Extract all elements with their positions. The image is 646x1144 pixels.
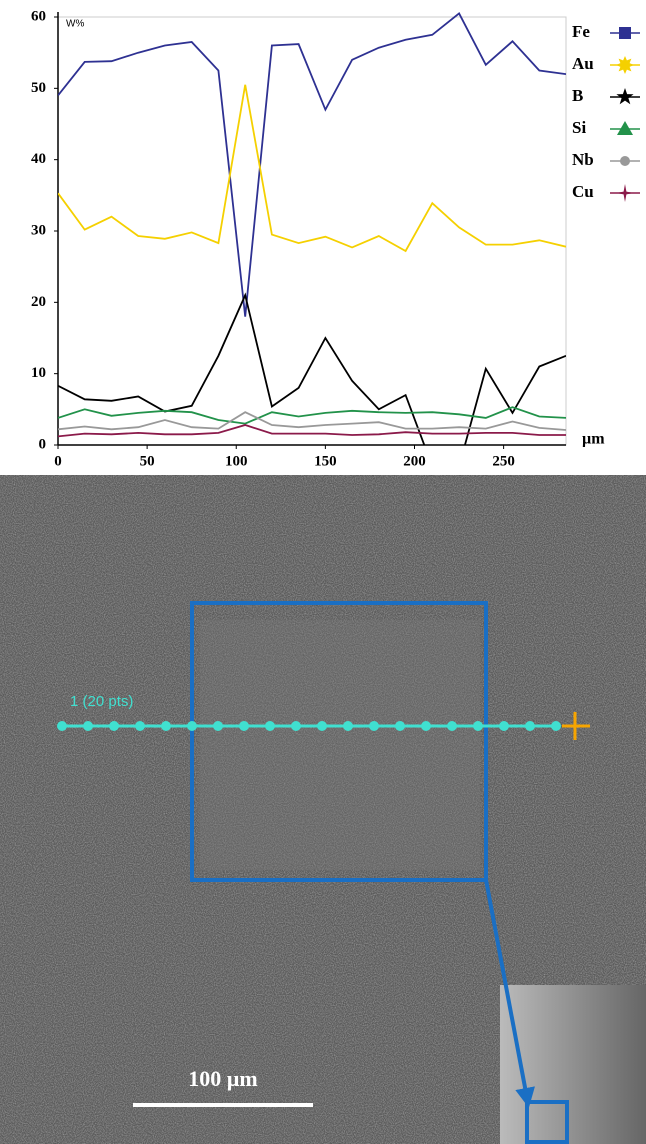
x-tick-label: 200 [403,453,426,469]
legend-label: Fe [572,22,590,41]
zoom-box [190,601,488,882]
y-tick-label: 20 [31,294,46,310]
legend-label: B [572,86,583,105]
scan-point [239,721,249,731]
sem-region [200,620,480,870]
y-axis-label: W% [66,19,84,30]
x-tick-label: 150 [314,453,337,469]
y-tick-label: 60 [31,8,46,24]
legend-symbol [616,88,634,105]
scan-point [421,721,431,731]
zoom-arrow [484,879,535,1108]
y-tick-label: 40 [31,151,46,167]
scan-point [265,721,275,731]
series-line [58,406,566,425]
legend-symbol [617,121,633,135]
scan-point [135,721,145,731]
x-tick-label: 0 [54,453,62,469]
scan-point [343,721,353,731]
chart: 0 10 20 30 40 50 60 0 50 100 150 200 250 Fe Au B Si Nb Cu [31,8,640,469]
scan-point [109,721,119,731]
scan-point [317,721,327,731]
legend-label: Nb [572,150,594,169]
inset-image [500,985,646,1144]
x-axis-label: µm [582,431,605,448]
scan-point [213,721,223,731]
scan-line [57,712,590,740]
scan-point [57,721,67,731]
scan-point [395,721,405,731]
y-tick-label: 10 [31,365,46,381]
scan-point [369,721,379,731]
series-line [58,84,566,253]
scan-point [551,721,561,731]
scan-point [473,721,483,731]
legend-symbol [619,27,631,39]
scan-point [525,721,535,731]
y-tick-label: 30 [31,222,46,238]
y-tick-label: 50 [31,80,46,96]
plot-frame [57,16,567,446]
legend-label: Cu [572,182,594,201]
micrograph: 1 (20 pts) 100 µm [0,475,646,1144]
scan-point [447,721,457,731]
scan-point [161,721,171,731]
scan-point [499,721,509,731]
series-line [58,411,566,431]
legend-label: Au [572,54,594,73]
scan-point [83,721,93,731]
series-line [58,424,566,438]
scan-point [187,721,197,731]
plot-lines [58,12,566,445]
scan-point [291,721,301,731]
x-tick-label: 250 [492,453,515,469]
legend-label: Si [572,118,586,137]
x-tick-label: 50 [140,453,155,469]
inset-box [525,1100,569,1144]
legend-symbol [616,56,634,74]
legend-symbol [620,156,630,166]
series-line [58,12,566,317]
scan-label: 1 (20 pts) [70,693,133,710]
y-tick-label: 0 [39,436,47,452]
series-line [58,292,566,445]
legend-symbol [616,184,634,202]
scale-bar-label: 100 µm [188,1066,258,1091]
x-tick-label: 100 [225,453,248,469]
